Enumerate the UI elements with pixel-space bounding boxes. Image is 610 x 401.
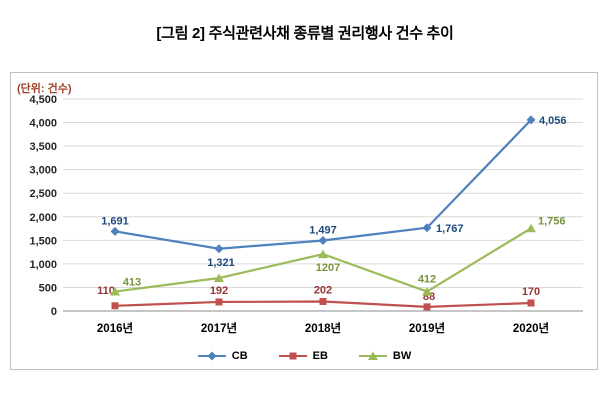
- x-axis-label: 2017년: [201, 321, 237, 335]
- legend-label-bw: BW: [392, 350, 412, 362]
- data-label-bw: 412: [418, 274, 436, 286]
- data-label-cb: 1,691: [101, 215, 129, 227]
- legend-label-eb: EB: [312, 350, 328, 362]
- legend-item-bw: BW: [358, 350, 411, 362]
- data-label-bw: 1,756: [538, 215, 566, 227]
- diamond-marker: [526, 115, 536, 125]
- y-tick-label: 4,500: [29, 94, 57, 106]
- diamond-marker: [318, 235, 328, 245]
- y-tick-label: 4,000: [29, 118, 57, 130]
- diamond-marker: [110, 226, 120, 236]
- x-axis-label: 2019년: [409, 321, 445, 335]
- legend-marker-bw: [358, 351, 387, 360]
- figure-title: [그림 2] 주식관련사채 종류별 권리행사 건수 추이: [156, 25, 454, 42]
- x-axis-label: 2020년: [513, 321, 549, 335]
- legend-marker-eb: [278, 352, 307, 360]
- y-tick-label: 1,000: [29, 259, 57, 271]
- legend-marker-cb: [197, 351, 226, 361]
- data-label-eb: 202: [314, 284, 332, 296]
- data-label-eb: 192: [210, 285, 228, 297]
- data-label-bw: 1207: [316, 262, 340, 274]
- y-tick-label: 500: [39, 282, 57, 294]
- chart-area: 0 500 1,000 1,500 2,000 2,500 3,000 3,500 4,000 4…: [10, 72, 598, 370]
- square-marker: [289, 352, 297, 360]
- square-marker: [319, 297, 327, 305]
- data-label-cb: 1,767: [436, 223, 464, 235]
- x-axis-label: 2018년: [305, 321, 341, 335]
- legend-item-cb: CB: [197, 350, 248, 362]
- data-label-cb: 1,497: [309, 224, 337, 236]
- triangle-marker: [214, 273, 224, 283]
- y-tick-label: 2,500: [29, 188, 57, 200]
- line-chart: 0 500 1,000 1,500 2,000 2,500 3,000 3,500 4,000 4…: [29, 94, 583, 335]
- triangle-marker: [422, 287, 432, 296]
- data-label-cb: 4,056: [539, 115, 567, 127]
- y-tick-label: 3,000: [29, 165, 57, 177]
- diamond-marker: [214, 244, 224, 254]
- y-tick-label: 2,000: [29, 212, 57, 224]
- data-label-bw: 413: [123, 277, 141, 289]
- square-marker: [215, 298, 223, 306]
- legend-label-cb: CB: [231, 350, 248, 362]
- y-tick-label: 0: [51, 306, 57, 318]
- triangle-marker: [526, 223, 536, 233]
- triangle-marker: [110, 287, 120, 296]
- data-label-cb: 1,321: [207, 257, 235, 269]
- chart-legend: CB EB BW: [11, 350, 597, 362]
- data-label-eb: 110: [97, 285, 115, 297]
- diamond-marker: [422, 223, 432, 233]
- unit-label: (단위: 건수): [17, 83, 72, 95]
- square-marker: [527, 299, 535, 307]
- x-axis-label: 2016년: [97, 321, 133, 335]
- y-tick-label: 1,500: [29, 235, 57, 247]
- data-label-eb: 170: [522, 286, 540, 298]
- square-marker: [423, 303, 431, 311]
- y-tick-label: 3,500: [29, 141, 57, 153]
- legend-item-eb: EB: [278, 350, 328, 362]
- square-marker: [111, 302, 119, 310]
- triangle-marker: [318, 249, 328, 259]
- diamond-marker: [207, 351, 217, 361]
- triangle-marker: [367, 351, 378, 360]
